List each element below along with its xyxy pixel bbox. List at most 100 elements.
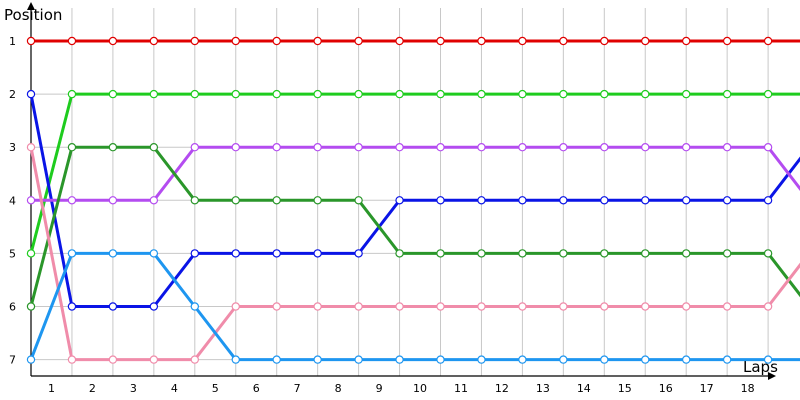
grid-layer — [31, 8, 772, 376]
data-point — [477, 196, 486, 205]
series-line — [29, 145, 800, 307]
x-tick-label: 4 — [171, 382, 178, 395]
data-point — [436, 196, 445, 205]
data-point — [641, 302, 650, 311]
data-point — [395, 142, 404, 152]
data-point — [436, 302, 445, 311]
data-point — [395, 302, 404, 311]
x-tick-label: 3 — [130, 382, 137, 395]
data-point — [477, 249, 486, 258]
data-point — [518, 196, 527, 205]
data-point — [477, 142, 486, 152]
data-point — [313, 249, 322, 258]
data-point — [559, 249, 568, 258]
data-point — [722, 249, 732, 258]
data-point — [600, 36, 609, 46]
x-tick-label: 12 — [495, 382, 509, 395]
data-point — [231, 36, 240, 46]
data-point — [354, 355, 363, 364]
x-tick-label: 16 — [659, 382, 673, 395]
data-point — [477, 89, 486, 99]
data-point — [436, 355, 445, 364]
data-point — [26, 36, 36, 46]
data-point — [763, 196, 773, 205]
data-point — [354, 142, 363, 152]
y-tick-label: 1 — [9, 35, 16, 48]
data-point — [149, 36, 159, 46]
x-tick-label: 8 — [335, 382, 342, 395]
data-point — [641, 196, 650, 205]
data-point — [641, 36, 650, 46]
series-group — [26, 142, 800, 205]
data-point — [436, 142, 445, 152]
y-tick-label: 6 — [9, 301, 16, 314]
x-tick-label: 2 — [89, 382, 96, 395]
data-point — [722, 142, 732, 152]
series-group — [26, 89, 800, 258]
data-point — [518, 36, 527, 46]
data-point — [477, 36, 486, 46]
data-point — [190, 36, 199, 46]
data-point — [313, 196, 322, 205]
data-point — [26, 302, 36, 311]
series-line — [29, 92, 800, 254]
data-point — [26, 89, 36, 99]
data-point — [354, 302, 363, 311]
data-point — [600, 142, 609, 152]
data-point — [108, 355, 118, 364]
data-point — [149, 302, 159, 311]
data-point — [67, 355, 77, 364]
data-point — [26, 196, 36, 205]
data-point — [272, 249, 281, 258]
data-point — [272, 142, 281, 152]
data-point — [149, 355, 159, 364]
series-line — [29, 251, 800, 362]
x-axis-arrow — [768, 372, 776, 380]
data-point — [477, 302, 486, 311]
data-point — [149, 89, 159, 99]
data-point — [682, 249, 691, 258]
data-point — [763, 249, 773, 258]
data-point — [190, 249, 199, 258]
data-point — [313, 142, 322, 152]
data-point — [231, 89, 240, 99]
data-point — [67, 249, 77, 258]
data-point — [763, 302, 773, 311]
data-point — [641, 355, 650, 364]
x-tick-label: 9 — [376, 382, 383, 395]
data-point — [477, 355, 486, 364]
data-point — [518, 249, 527, 258]
data-point — [26, 142, 36, 152]
y-axis-label: Position — [4, 6, 62, 24]
data-point — [395, 36, 404, 46]
series-layer — [26, 36, 800, 364]
data-point — [682, 196, 691, 205]
data-point — [108, 249, 118, 258]
data-point — [641, 89, 650, 99]
data-point — [395, 355, 404, 364]
x-tick-label: 17 — [700, 382, 714, 395]
data-point — [682, 142, 691, 152]
data-point — [272, 302, 281, 311]
data-point — [354, 249, 363, 258]
series-group — [26, 89, 800, 311]
data-point — [149, 196, 159, 205]
data-point — [190, 89, 199, 99]
tick-layer: 1234567123456789101112131415161718123465… — [9, 35, 755, 395]
data-point — [67, 36, 77, 46]
axis-layer: Position Laps — [4, 2, 778, 380]
data-point — [108, 302, 118, 311]
series-line — [29, 146, 800, 362]
series-group — [26, 249, 800, 364]
data-point — [763, 89, 773, 99]
data-point — [354, 36, 363, 46]
data-point — [67, 196, 77, 205]
series-group — [26, 142, 800, 311]
y-axis-arrow — [27, 2, 35, 10]
data-point — [518, 142, 527, 152]
data-point — [600, 355, 609, 364]
data-point — [436, 89, 445, 99]
data-point — [272, 196, 281, 205]
